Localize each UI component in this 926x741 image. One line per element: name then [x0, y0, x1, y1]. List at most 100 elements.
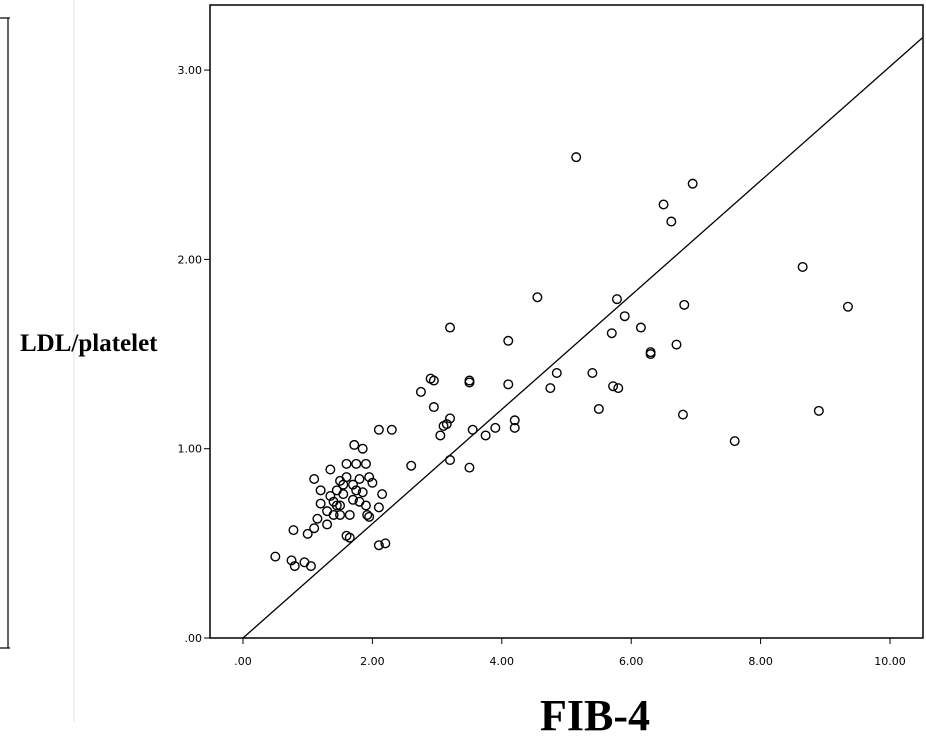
- data-point: [435, 430, 446, 441]
- data-point: [305, 561, 316, 572]
- data-points: [270, 152, 853, 572]
- data-point: [325, 491, 336, 502]
- data-point: [335, 509, 346, 520]
- data-point: [480, 430, 491, 441]
- data-point: [645, 349, 656, 360]
- data-point: [373, 540, 384, 551]
- data-point: [360, 458, 371, 469]
- data-point: [613, 383, 624, 394]
- data-point: [331, 500, 342, 511]
- x-tick-label: 8.00: [748, 655, 773, 668]
- data-point: [299, 557, 310, 568]
- plot-frame: [209, 4, 924, 639]
- data-point: [309, 473, 320, 484]
- data-point: [658, 199, 669, 210]
- y-tick-label: .00: [185, 632, 203, 645]
- data-point: [490, 422, 501, 433]
- data-point: [373, 424, 384, 435]
- data-point: [377, 489, 388, 500]
- data-point: [315, 498, 326, 509]
- data-point: [671, 339, 682, 350]
- data-point: [441, 419, 452, 430]
- data-point: [286, 555, 297, 566]
- data-point: [364, 511, 375, 522]
- data-point: [338, 489, 349, 500]
- data-point: [322, 506, 333, 517]
- data-point: [367, 477, 378, 488]
- data-point: [328, 509, 339, 520]
- data-point: [380, 538, 391, 549]
- x-tick-label: 6.00: [619, 655, 644, 668]
- data-point: [797, 261, 808, 272]
- data-point: [428, 375, 439, 386]
- x-tick-label: 4.00: [490, 655, 515, 668]
- data-point: [593, 403, 604, 414]
- data-point: [619, 311, 630, 322]
- data-point: [344, 509, 355, 520]
- data-point: [445, 413, 456, 424]
- y-tick-label: 1.00: [178, 443, 203, 456]
- data-point: [679, 299, 690, 310]
- y-tick-label: 2.00: [178, 253, 203, 266]
- data-point: [386, 424, 397, 435]
- y-tick-label: 3.00: [178, 64, 203, 77]
- data-point: [464, 377, 475, 388]
- data-point: [351, 458, 362, 469]
- data-point: [545, 383, 556, 394]
- regression-line: [242, 37, 923, 639]
- data-point: [357, 487, 368, 498]
- data-point: [357, 443, 368, 454]
- data-point: [503, 335, 514, 346]
- data-point: [315, 485, 326, 496]
- x-tick-label: 2.00: [360, 655, 385, 668]
- data-point: [362, 509, 373, 520]
- data-point: [571, 152, 582, 163]
- x-tick-label: 10.00: [874, 655, 906, 668]
- data-point: [729, 436, 740, 447]
- data-point: [666, 216, 677, 227]
- data-point: [309, 523, 320, 534]
- data-point: [406, 460, 417, 471]
- data-point: [289, 561, 300, 572]
- data-point: [322, 519, 333, 530]
- data-point: [532, 292, 543, 303]
- data-point: [302, 528, 313, 539]
- data-point: [608, 381, 619, 392]
- axis-ticks: .00 2.00 4.00 6.00 8.00 10.00 .00 1.00 2.00 3.00: [178, 64, 906, 668]
- data-point: [360, 500, 371, 511]
- data-point: [354, 473, 365, 484]
- data-point: [445, 322, 456, 333]
- data-point: [428, 402, 439, 413]
- data-point: [677, 409, 688, 420]
- data-point: [373, 502, 384, 513]
- data-point: [687, 178, 698, 189]
- data-point: [341, 458, 352, 469]
- y-axis-label: LDL/platelet: [20, 330, 158, 357]
- data-point: [270, 551, 281, 562]
- x-tick-label: .00: [234, 655, 252, 668]
- data-point: [347, 479, 358, 490]
- data-point: [813, 405, 824, 416]
- data-point: [467, 424, 478, 435]
- data-point: [635, 322, 646, 333]
- data-point: [509, 415, 520, 426]
- data-point: [325, 464, 336, 475]
- data-point: [415, 386, 426, 397]
- regression-line-group: [242, 37, 923, 639]
- data-point: [341, 472, 352, 483]
- left-panel-fragment: [0, 0, 75, 722]
- data-point: [335, 500, 346, 511]
- data-point: [606, 328, 617, 339]
- x-axis-label: FIB-4: [540, 691, 650, 740]
- data-point: [587, 367, 598, 378]
- data-point: [464, 462, 475, 473]
- data-point: [445, 455, 456, 466]
- data-point: [842, 301, 853, 312]
- data-point: [347, 494, 358, 505]
- data-point: [351, 485, 362, 496]
- data-point: [364, 472, 375, 483]
- data-point: [312, 513, 323, 524]
- data-point: [611, 294, 622, 305]
